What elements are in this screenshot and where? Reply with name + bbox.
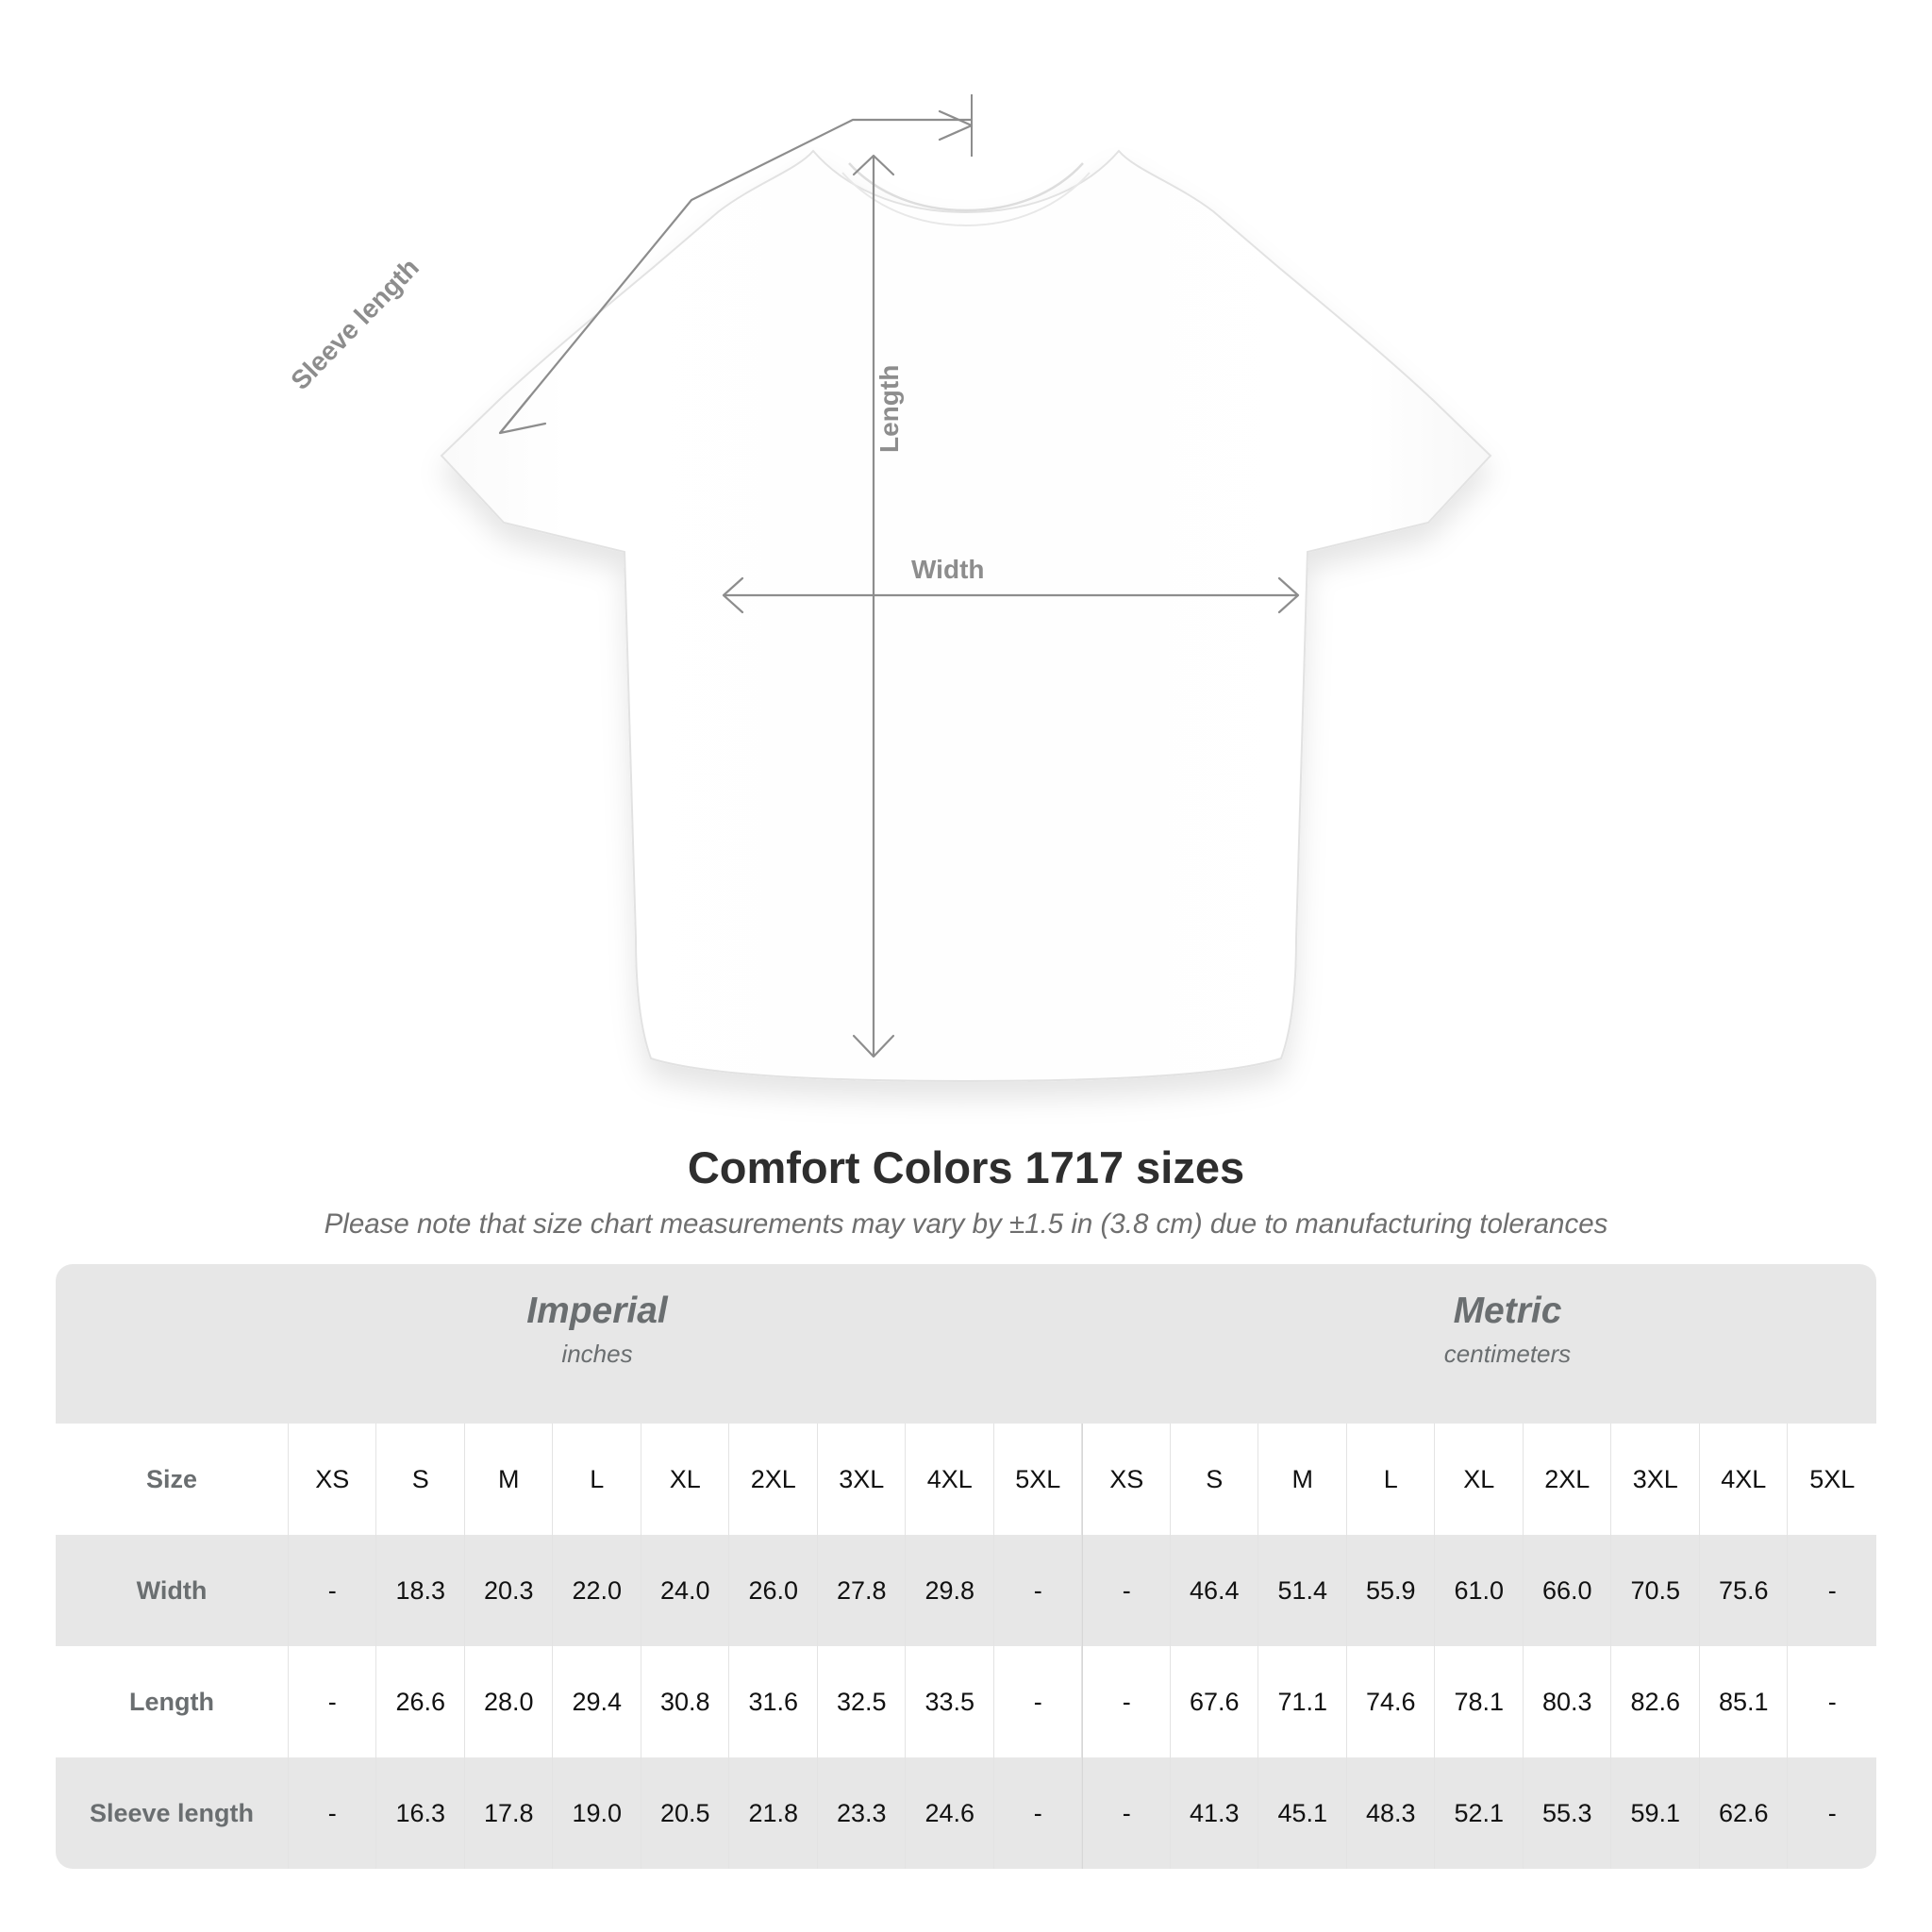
svg-text:Width: Width [911,555,985,584]
svg-text:Length: Length [874,365,904,453]
svg-text:Sleeve length: Sleeve length [285,253,425,395]
